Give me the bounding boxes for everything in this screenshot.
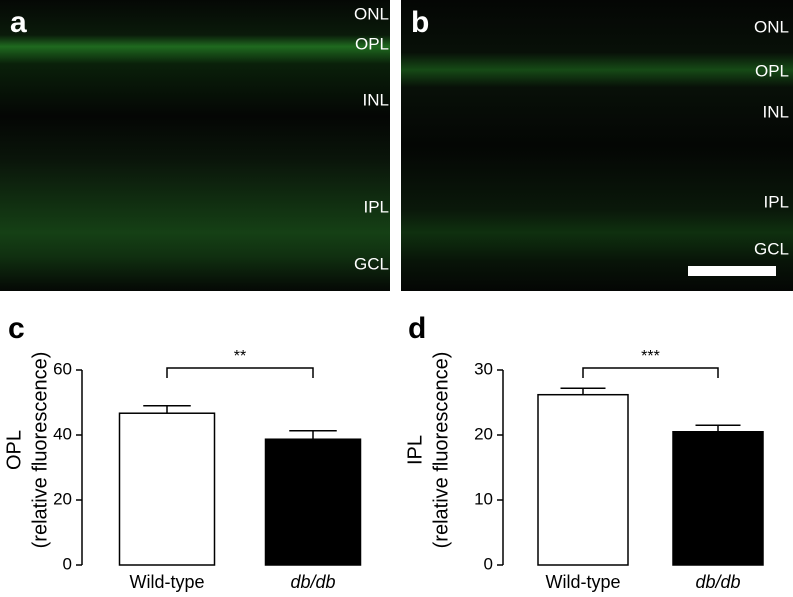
- y-axis-label: (relative fluorescence): [29, 352, 51, 549]
- bar: [264, 438, 362, 566]
- layer-label: GCL: [754, 239, 789, 258]
- layer-label: OPL: [355, 34, 389, 53]
- micrograph-b: [401, 0, 793, 291]
- x-tick-label: db/db: [290, 572, 335, 592]
- layer-label: IPL: [363, 197, 389, 216]
- layer-label: INL: [363, 90, 389, 109]
- layer-label: ONL: [754, 17, 789, 36]
- x-tick-label: db/db: [695, 572, 740, 592]
- y-tick-label: 10: [474, 489, 493, 508]
- x-tick-label: Wild-type: [129, 572, 204, 592]
- significance-bracket: [166, 367, 314, 378]
- panel-letter: a: [10, 6, 27, 39]
- y-tick-label: 60: [53, 359, 72, 378]
- y-tick-label: 40: [53, 424, 72, 443]
- panel-letter: d: [408, 312, 426, 345]
- y-tick-label: 20: [53, 489, 72, 508]
- y-tick-label: 30: [474, 359, 493, 378]
- layer-label: GCL: [354, 254, 389, 273]
- micrograph-a: [0, 0, 390, 291]
- y-axis-label: OPL: [3, 430, 25, 470]
- y-tick-label: 0: [484, 554, 493, 573]
- x-tick-label: Wild-type: [545, 572, 620, 592]
- y-tick-label: 0: [63, 554, 72, 573]
- panel-letter: b: [411, 6, 429, 39]
- significance-label: **: [234, 348, 246, 365]
- bar: [672, 431, 764, 566]
- panel-letter: c: [8, 312, 25, 345]
- layer-label: INL: [763, 102, 789, 121]
- significance-bracket: [582, 367, 719, 378]
- y-axis-label: IPL: [404, 435, 426, 465]
- scale-bar: [688, 266, 776, 276]
- layer-label: OPL: [755, 61, 789, 80]
- bar: [118, 412, 216, 566]
- layer-label: IPL: [763, 192, 789, 211]
- significance-label: ***: [641, 348, 660, 365]
- layer-label: ONL: [354, 4, 389, 23]
- y-tick-label: 20: [474, 424, 493, 443]
- y-axis-label: (relative fluorescence): [430, 352, 452, 549]
- bar: [537, 393, 629, 566]
